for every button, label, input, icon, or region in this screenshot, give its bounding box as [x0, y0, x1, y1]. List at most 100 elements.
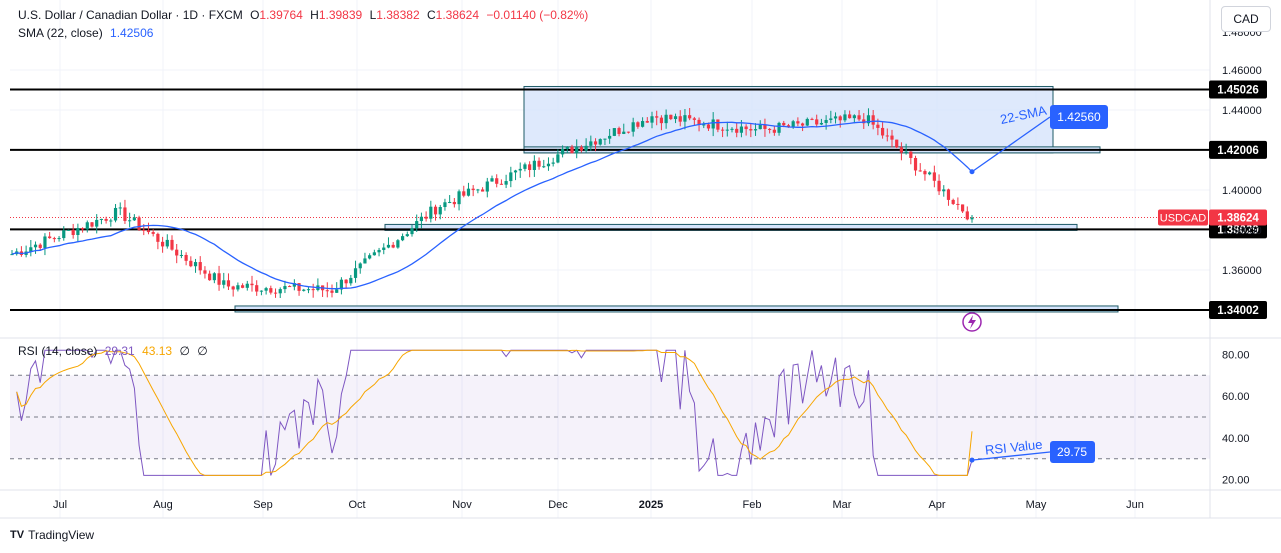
candle-body [95, 219, 99, 227]
candle-body [132, 217, 136, 221]
candle-body [52, 238, 56, 240]
candle-body [462, 191, 466, 196]
candle-body [273, 292, 278, 294]
candle-body [636, 122, 640, 127]
candle-body [631, 122, 635, 132]
candle-body [302, 289, 306, 291]
candle-body [118, 207, 122, 209]
candle-body [640, 121, 645, 127]
candle-body [556, 154, 560, 163]
candle-body [62, 230, 66, 239]
candle-body [570, 146, 574, 154]
candle-body [909, 151, 913, 158]
candle-body [697, 119, 701, 125]
candle-body [128, 220, 132, 222]
sma-label: SMA (22, close) [18, 26, 103, 40]
candle-body [683, 115, 687, 122]
candle-body [99, 218, 104, 220]
candle-body [386, 244, 391, 248]
candle-body [626, 131, 631, 133]
sma-callout-dot [969, 169, 975, 175]
symbol-tag-bg [1158, 209, 1208, 226]
level-label-bg-1 [1209, 140, 1267, 159]
candle-body [415, 221, 419, 229]
candle-body [551, 162, 555, 164]
candle-body [720, 129, 725, 131]
candle-body [805, 118, 809, 126]
candle-body [353, 268, 358, 278]
candle-body [735, 128, 739, 133]
rsi-callout-text: RSI Value [984, 437, 1043, 458]
candle-body [937, 180, 941, 192]
candle-body [236, 285, 240, 290]
candle-body [899, 147, 904, 153]
brand-name: TradingView [28, 528, 95, 542]
candle-body [156, 233, 160, 242]
rsi-callout-value: 29.75 [1057, 445, 1087, 459]
candle-body [928, 172, 932, 175]
candle-body [702, 124, 706, 126]
x-tick-2: Sep [253, 499, 273, 511]
price-tick-3: 1.44000 [1222, 105, 1262, 117]
candle-body [400, 236, 405, 241]
high-label: H [310, 8, 319, 22]
candle-body [278, 289, 282, 294]
candle-body [655, 116, 659, 118]
rsi-callout-box [1050, 441, 1095, 463]
candle-body [579, 147, 584, 151]
candle-body [669, 114, 673, 120]
candle-body [146, 230, 151, 233]
candle-body [833, 116, 838, 119]
candle-body [311, 289, 315, 291]
candle-body [466, 188, 471, 196]
candle-body [739, 126, 744, 133]
open-label: O [250, 8, 260, 22]
x-tick-4: Nov [452, 499, 472, 511]
candle-body [612, 128, 616, 136]
candle-body [824, 119, 828, 123]
candle-body [424, 216, 428, 219]
candle-body [786, 125, 791, 127]
candle-body [758, 124, 762, 130]
candle-body [306, 289, 311, 291]
rsi-legend[interactable]: RSI (14, close) 29.31 43.13 ∅ ∅ [18, 344, 212, 358]
candle-body [730, 128, 734, 130]
level-label-bg-0 [1209, 80, 1267, 99]
candle-body [344, 279, 348, 284]
candle-body [815, 119, 819, 125]
candle-body [532, 160, 536, 171]
candle-body [537, 160, 541, 167]
candle-body [175, 249, 179, 256]
price-zones [234, 85, 1119, 313]
price-tick-2: 1.40000 [1222, 185, 1262, 197]
candle-body [843, 114, 847, 121]
candle-body [542, 166, 546, 168]
candle-body [589, 141, 593, 146]
price-tick-1: 1.38000 [1222, 225, 1262, 237]
candle-body [217, 273, 221, 285]
close-label: C [426, 8, 436, 22]
candle-body [810, 118, 814, 120]
candle-body [193, 262, 198, 267]
candle-body [292, 283, 296, 287]
candle-body [725, 129, 729, 131]
chart-header: U.S. Dollar / Canadian Dollar · 1D · FXC… [18, 8, 592, 22]
candle-body [565, 146, 569, 149]
rsi-extra-2: ∅ [197, 344, 208, 358]
candle-body [753, 129, 758, 131]
candle-body [377, 249, 381, 253]
rsi-callout-dot [969, 457, 975, 463]
candle-body [269, 288, 273, 293]
candle-body [923, 171, 927, 175]
candle-body [264, 288, 268, 291]
candle-body [838, 116, 842, 121]
currency-button[interactable]: CAD [1221, 6, 1271, 32]
candle-body [673, 116, 678, 120]
sma-legend[interactable]: SMA (22, close) 1.42506 [18, 26, 157, 40]
symbol-title: U.S. Dollar / Canadian Dollar · 1D · FXC… [18, 8, 243, 22]
rsi-tick-3: 80.00 [1222, 349, 1250, 361]
candle-body [904, 151, 908, 153]
brand[interactable]: TV TradingView [10, 528, 94, 542]
candle-body [819, 122, 824, 125]
